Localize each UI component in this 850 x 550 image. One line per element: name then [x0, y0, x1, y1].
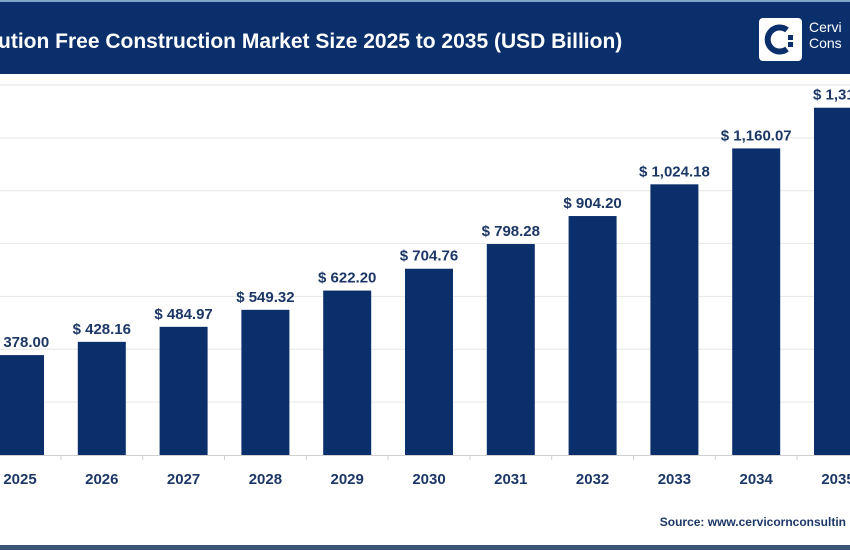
x-tick-2025: 2025: [3, 471, 36, 488]
x-tick-2028: 2028: [249, 471, 282, 488]
data-label-2030: $ 704.76: [400, 248, 458, 265]
x-tick-2029: 2029: [331, 471, 364, 488]
x-tick-2032: 2032: [576, 471, 609, 488]
data-label-2026: $ 428.16: [73, 321, 131, 338]
x-tick-2033: 2033: [658, 471, 691, 488]
bar-2028: [241, 309, 290, 455]
bottom-border: [0, 545, 850, 550]
bar-2027: [159, 326, 208, 455]
x-tick-2034: 2034: [740, 471, 774, 488]
data-label-2032: $ 904.20: [563, 195, 621, 212]
header-banner: ution Free Construction Market Size 2025…: [0, 0, 850, 74]
x-tick-2030: 2030: [412, 471, 445, 488]
bar-2026: [77, 341, 126, 455]
logo-line-1: Cervi: [809, 19, 842, 35]
logo-line-2: Cons: [809, 35, 842, 51]
x-tick-2031: 2031: [494, 471, 527, 488]
bar-2034: [732, 148, 781, 455]
data-label-2033: $ 1,024.18: [639, 163, 710, 180]
bar-2033: [650, 184, 699, 455]
bar-2031: [486, 244, 535, 455]
x-tick-2035: 2035: [821, 471, 850, 488]
chart-title: ution Free Construction Market Size 2025…: [0, 30, 623, 53]
bar-2030: [405, 268, 453, 455]
data-label-2034: $ 1,160.07: [721, 127, 792, 144]
data-label-2029: $ 622.20: [318, 270, 376, 287]
logo-text: Cervi Cons: [809, 19, 847, 51]
bar-2029: [323, 290, 372, 455]
bar-2025: [0, 355, 44, 455]
data-label-2025: $ 378.00: [0, 334, 49, 351]
logo-icon: [759, 18, 802, 61]
data-label-2028: $ 549.32: [236, 289, 294, 306]
data-label-2031: $ 798.28: [482, 223, 540, 240]
bar-2032: [568, 216, 617, 455]
data-label-2027: $ 484.97: [154, 306, 212, 323]
data-label-2035: $ 1,314: [813, 87, 850, 104]
bar-2035: [814, 107, 850, 455]
source-text: Source: www.cervicornconsultin: [659, 515, 846, 529]
x-tick-2027: 2027: [167, 471, 200, 488]
x-tick-2026: 2026: [85, 471, 118, 488]
